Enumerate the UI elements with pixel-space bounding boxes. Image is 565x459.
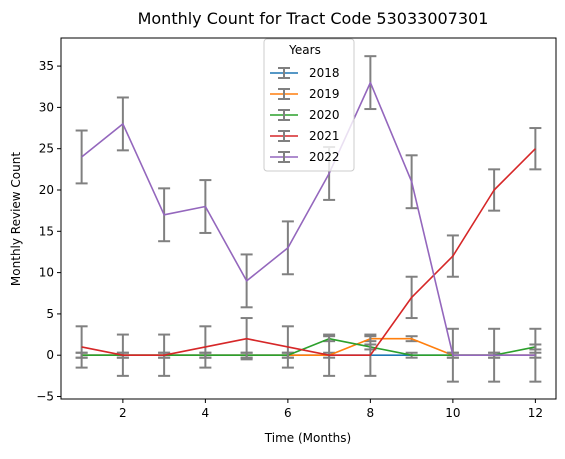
legend-label: 2022 [309, 150, 340, 164]
y-tick-label: 20 [39, 183, 54, 197]
legend-label: 2021 [309, 129, 340, 143]
y-tick-label: 10 [39, 266, 54, 280]
legend-label: 2019 [309, 87, 340, 101]
y-tick-label: 35 [39, 59, 54, 73]
legend: Years 2018 2019 2020 2021 2022 [264, 39, 354, 171]
x-tick-label: 4 [202, 406, 210, 420]
y-tick-label: 30 [39, 100, 54, 114]
x-axis-label: Time (Months) [264, 431, 351, 445]
x-tick-label: 10 [445, 406, 460, 420]
legend-label: 2020 [309, 108, 340, 122]
y-axis-label: Monthly Review Count [9, 152, 23, 286]
x-tick-label: 2 [119, 406, 127, 420]
y-tick-label: −5 [36, 390, 54, 404]
chart-title: Monthly Count for Tract Code 53033007301 [138, 9, 489, 28]
x-tick-label: 8 [367, 406, 375, 420]
y-tick-label: 25 [39, 142, 54, 156]
x-tick-label: 12 [528, 406, 543, 420]
legend-label: 2018 [309, 66, 340, 80]
y-tick-label: 15 [39, 224, 54, 238]
y-tick-label: 5 [46, 307, 54, 321]
legend-title: Years [288, 43, 321, 57]
x-tick-label: 6 [284, 406, 292, 420]
y-tick-label: 0 [46, 348, 54, 362]
